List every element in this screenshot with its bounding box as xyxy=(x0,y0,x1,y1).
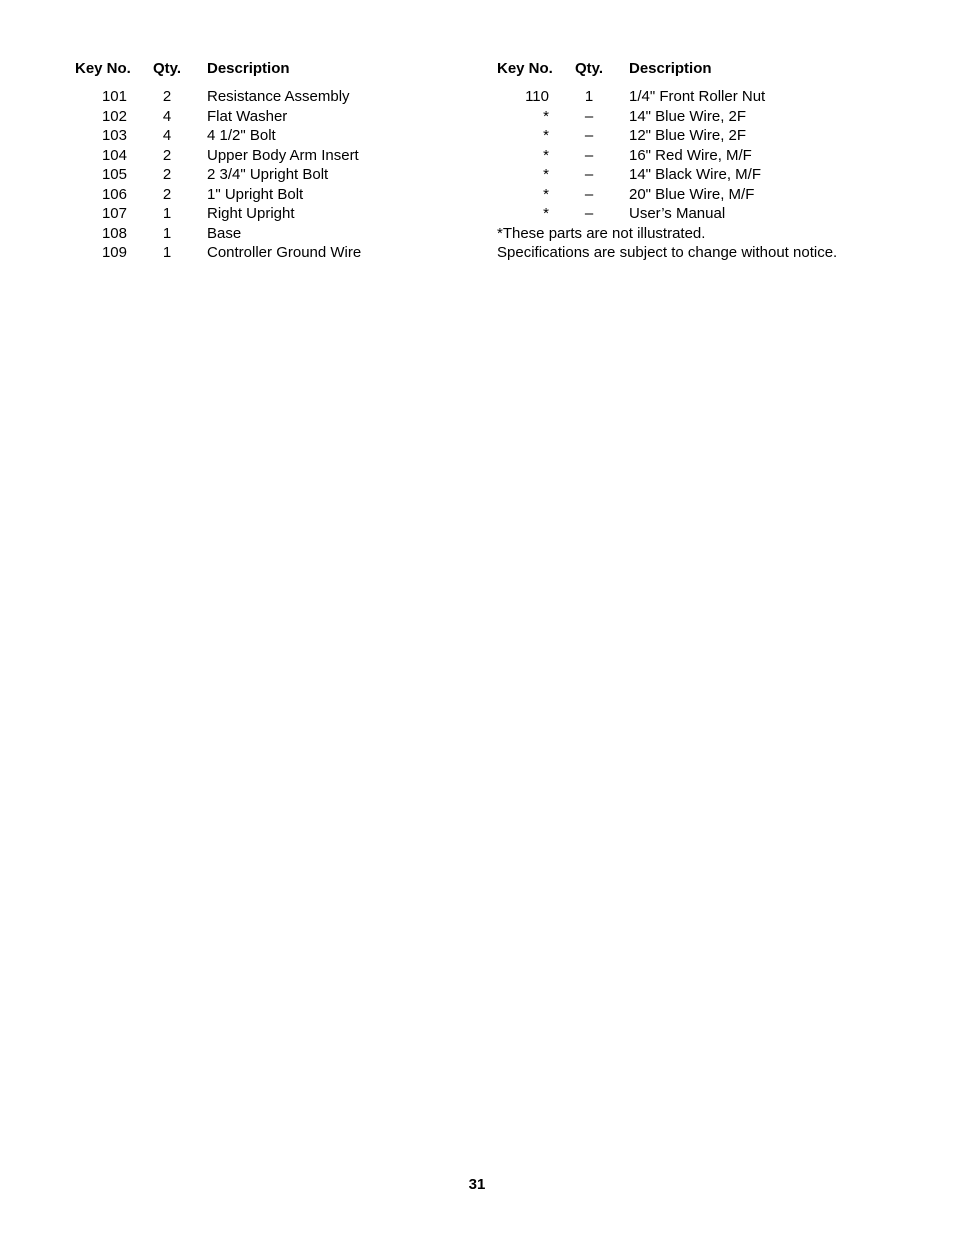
cell-qty: 1 xyxy=(145,204,189,224)
cell-key-no: * xyxy=(497,146,567,166)
page-number: 31 xyxy=(0,1176,954,1193)
cell-description: 4 1/2" Bolt xyxy=(189,126,457,146)
cell-key-no: 106 xyxy=(75,185,145,205)
cell-description: 20" Blue Wire, M/F xyxy=(611,185,879,205)
cell-key-no: 110 xyxy=(497,87,567,107)
table-row: *–14" Blue Wire, 2F xyxy=(497,107,879,127)
cell-description: 1/4" Front Roller Nut xyxy=(611,87,879,107)
header-qty: Qty. xyxy=(567,60,611,77)
table-row: 1081Base xyxy=(75,224,457,244)
right-rows-container: 11011/4" Front Roller Nut*–14" Blue Wire… xyxy=(497,87,879,224)
cell-key-no: 101 xyxy=(75,87,145,107)
table-row: 11011/4" Front Roller Nut xyxy=(497,87,879,107)
cell-key-no: * xyxy=(497,107,567,127)
cell-qty: 4 xyxy=(145,107,189,127)
table-row: 1071Right Upright xyxy=(75,204,457,224)
cell-description: Base xyxy=(189,224,457,244)
cell-qty: – xyxy=(567,165,611,185)
table-row: 10344 1/2" Bolt xyxy=(75,126,457,146)
right-column: Key No. Qty. Description 11011/4" Front … xyxy=(497,60,879,263)
column-header-row: Key No. Qty. Description xyxy=(497,60,879,77)
cell-qty: 1 xyxy=(145,243,189,263)
cell-description: Controller Ground Wire xyxy=(189,243,457,263)
cell-qty: 1 xyxy=(145,224,189,244)
page-content: Key No. Qty. Description 1012Resistance … xyxy=(0,0,954,263)
cell-description: Flat Washer xyxy=(189,107,457,127)
header-key-no: Key No. xyxy=(75,60,145,77)
table-row: 10522 3/4" Upright Bolt xyxy=(75,165,457,185)
cell-description: 16" Red Wire, M/F xyxy=(611,146,879,166)
cell-qty: – xyxy=(567,107,611,127)
table-row: *–User’s Manual xyxy=(497,204,879,224)
table-row: 1042Upper Body Arm Insert xyxy=(75,146,457,166)
table-row: *–14" Black Wire, M/F xyxy=(497,165,879,185)
cell-key-no: 105 xyxy=(75,165,145,185)
header-qty: Qty. xyxy=(145,60,189,77)
table-row: *–20" Blue Wire, M/F xyxy=(497,185,879,205)
footnote-line: Specifications are subject to change wit… xyxy=(497,243,879,263)
left-column: Key No. Qty. Description 1012Resistance … xyxy=(75,60,457,263)
cell-qty: 4 xyxy=(145,126,189,146)
table-row: 10621" Upright Bolt xyxy=(75,185,457,205)
table-row: *–12" Blue Wire, 2F xyxy=(497,126,879,146)
table-row: 1012Resistance Assembly xyxy=(75,87,457,107)
cell-description: 14" Blue Wire, 2F xyxy=(611,107,879,127)
cell-key-no: 104 xyxy=(75,146,145,166)
cell-description: 2 3/4" Upright Bolt xyxy=(189,165,457,185)
cell-description: 12" Blue Wire, 2F xyxy=(611,126,879,146)
cell-qty: – xyxy=(567,204,611,224)
left-rows-container: 1012Resistance Assembly1024Flat Washer10… xyxy=(75,87,457,263)
header-description: Description xyxy=(611,60,879,77)
cell-description: Resistance Assembly xyxy=(189,87,457,107)
cell-key-no: 108 xyxy=(75,224,145,244)
cell-qty: – xyxy=(567,146,611,166)
table-row: *–16" Red Wire, M/F xyxy=(497,146,879,166)
cell-qty: 1 xyxy=(567,87,611,107)
cell-key-no: * xyxy=(497,165,567,185)
table-row: 1024Flat Washer xyxy=(75,107,457,127)
cell-key-no: 107 xyxy=(75,204,145,224)
footnote-line: *These parts are not illustrated. xyxy=(497,224,879,244)
cell-key-no: * xyxy=(497,126,567,146)
column-header-row: Key No. Qty. Description xyxy=(75,60,457,77)
cell-description: 1" Upright Bolt xyxy=(189,185,457,205)
cell-qty: 2 xyxy=(145,185,189,205)
header-key-no: Key No. xyxy=(497,60,567,77)
cell-qty: 2 xyxy=(145,165,189,185)
cell-qty: 2 xyxy=(145,146,189,166)
table-row: 1091Controller Ground Wire xyxy=(75,243,457,263)
cell-key-no: 102 xyxy=(75,107,145,127)
cell-key-no: 109 xyxy=(75,243,145,263)
cell-qty: – xyxy=(567,126,611,146)
cell-description: 14" Black Wire, M/F xyxy=(611,165,879,185)
cell-qty: – xyxy=(567,185,611,205)
header-description: Description xyxy=(189,60,457,77)
cell-description: Right Upright xyxy=(189,204,457,224)
cell-key-no: * xyxy=(497,185,567,205)
cell-description: User’s Manual xyxy=(611,204,879,224)
cell-key-no: * xyxy=(497,204,567,224)
cell-description: Upper Body Arm Insert xyxy=(189,146,457,166)
cell-qty: 2 xyxy=(145,87,189,107)
cell-key-no: 103 xyxy=(75,126,145,146)
